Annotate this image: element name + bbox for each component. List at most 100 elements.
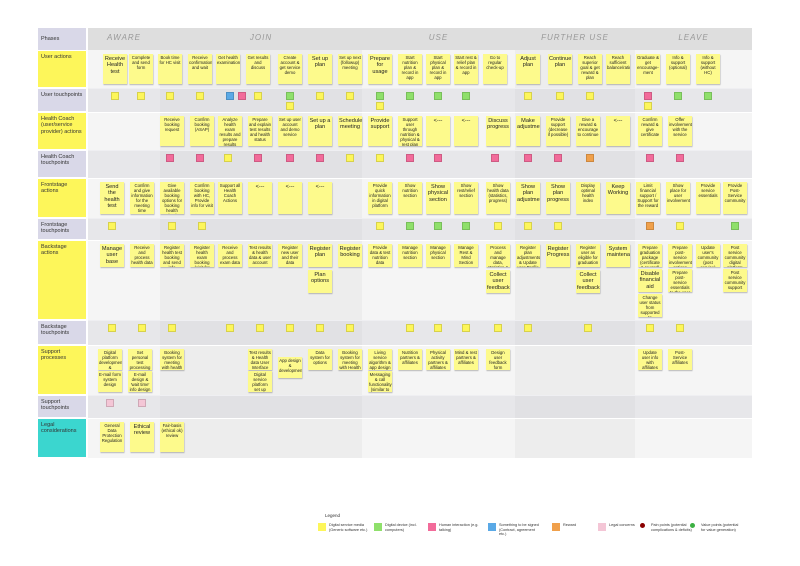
touchpoint-icon [346,324,354,332]
touchpoint-icon [286,154,294,162]
sticky-note: Update user's community (post service) [696,244,720,267]
sticky-note: Give a reward & encourage to continue [576,116,600,146]
touchpoint-icon [316,324,324,332]
legend-item: Legal concerns [609,523,635,527]
sticky-note: Register booking [338,244,362,267]
sticky-note: Start nutrition plan & record in app [398,54,422,84]
sticky-note: Info & support (without HC) [696,54,720,84]
touchpoint-icon [137,92,145,100]
sticky-note: Set up next (followup) meeting [338,54,362,84]
sticky-note: Analyze health exam results and prepare … [218,116,242,146]
sticky-note: Discuss progress [486,116,510,146]
touchpoint-icon [166,154,174,162]
sticky-note: System maintenance [606,244,630,267]
sticky-note: Update user info with affiliates [638,349,662,370]
row-divider [38,240,752,241]
sticky-note: <--- [308,182,332,214]
touchpoint-icon [406,324,414,332]
phase-header: AWARE [88,28,160,50]
sticky-note: Physical activity partners & affiliates [426,349,450,370]
sticky-note: Support all Health Coach Actions [218,182,242,214]
row-band [88,320,752,345]
legend-item: Something to be signed (Contract, agreem… [499,523,539,537]
touchpoint-icon [406,154,414,162]
row-divider [38,150,752,151]
sticky-note: Offer involvement with the service [668,116,692,146]
row-divider [38,320,752,321]
sticky-note: Reach superior goal & get reward & plan [578,54,602,84]
legend-item: Pain points (potential complications & d… [651,523,692,532]
touchpoint-icon [138,324,146,332]
sticky-note: Provide quick information in digital pla… [368,182,392,214]
sticky-note: Collect user feedback [486,270,510,293]
row-divider [38,458,752,459]
touchpoint-icon [676,222,684,230]
sticky-note: Provide Post-Service community [723,182,747,214]
legend-title: Legend [325,513,341,518]
row-label: Support processes [38,346,86,394]
sticky-note: E-mail design & 'wait time' info design [128,371,152,392]
touchpoint-icon [286,324,294,332]
sticky-note: Send the health test [100,182,124,214]
touchpoint-icon [494,324,502,332]
phases-label: Phases [38,28,86,50]
sticky-note: Get health examination [216,54,240,84]
phase-header: USE [362,28,515,50]
touchpoint-icon [434,222,442,230]
touchpoint-icon [676,324,684,332]
legend-swatch [690,523,695,528]
sticky-note: Post service community digital platform [723,244,747,267]
sticky-note: Complete and send form [129,54,153,84]
sticky-note: Confirm reward & give certificate [638,116,662,146]
touchpoint-icon [376,102,384,110]
touchpoint-icon [554,154,562,162]
sticky-note: Show physical section [426,182,450,214]
sticky-note: Show place for user involvement [666,182,690,214]
sticky-note: Post-Service affiliates [668,349,692,370]
sticky-note: Set up a plan [308,116,332,146]
sticky-note: <--- [454,116,478,146]
phase-header: FURTHER USE [515,28,635,50]
touchpoint-icon [106,399,114,407]
sticky-note: Receive booking request [160,116,184,146]
touchpoint-icon [286,92,294,100]
sticky-note: Provide support [368,116,392,146]
touchpoint-icon [646,222,654,230]
touchpoint-icon [256,324,264,332]
sticky-note: Fair-basis (ethical ok) review [160,422,184,452]
row-divider [38,112,752,113]
touchpoint-icon [166,92,174,100]
row-label: Support touchpoints [38,396,86,417]
phase-header: JOIN [160,28,362,50]
touchpoint-icon [646,324,654,332]
touchpoint-icon [554,222,562,230]
sticky-note: Provide support (decrease if possible) [546,116,570,146]
sticky-note: Receive confirmation and wait [188,54,212,84]
legend-item: Digital service media (Generic software … [329,523,368,532]
touchpoint-icon [676,154,684,162]
touchpoint-icon [586,92,594,100]
sticky-note: Manage user base [100,244,124,267]
sticky-note: Limit financial support / Support for th… [636,182,660,214]
legend-item: Human interaction (e.g. talking) [439,523,479,532]
sticky-note: Give available booking options for booki… [160,182,184,214]
touchpoint-icon [494,222,502,230]
touchpoint-icon [406,222,414,230]
sticky-note: Graduate & get encourage-ment [636,54,660,84]
sticky-note: Show plan adjustments [516,182,540,214]
touchpoint-icon [524,154,532,162]
row-label: Legal considerations [38,419,86,457]
sticky-note: Manage nutrition section [398,244,422,267]
touchpoint-icon [316,154,324,162]
touchpoint-icon [108,324,116,332]
sticky-note: Reach sufficient balance/rating [606,54,630,84]
legend-swatch [552,523,560,531]
row-label: Health Coach touchpoints [38,151,86,177]
sticky-note: Confirm booking (ASAP) [190,116,214,146]
sticky-note: General Data Protection Regulation [100,422,124,452]
sticky-note: <--- [426,116,450,146]
sticky-note: Prepare for usage [368,54,392,84]
sticky-note: Set personal test processing software [128,349,152,370]
sticky-note: Support user through nutrition & physica… [398,116,422,146]
sticky-note: Provide data & test nutrition data [368,244,392,267]
